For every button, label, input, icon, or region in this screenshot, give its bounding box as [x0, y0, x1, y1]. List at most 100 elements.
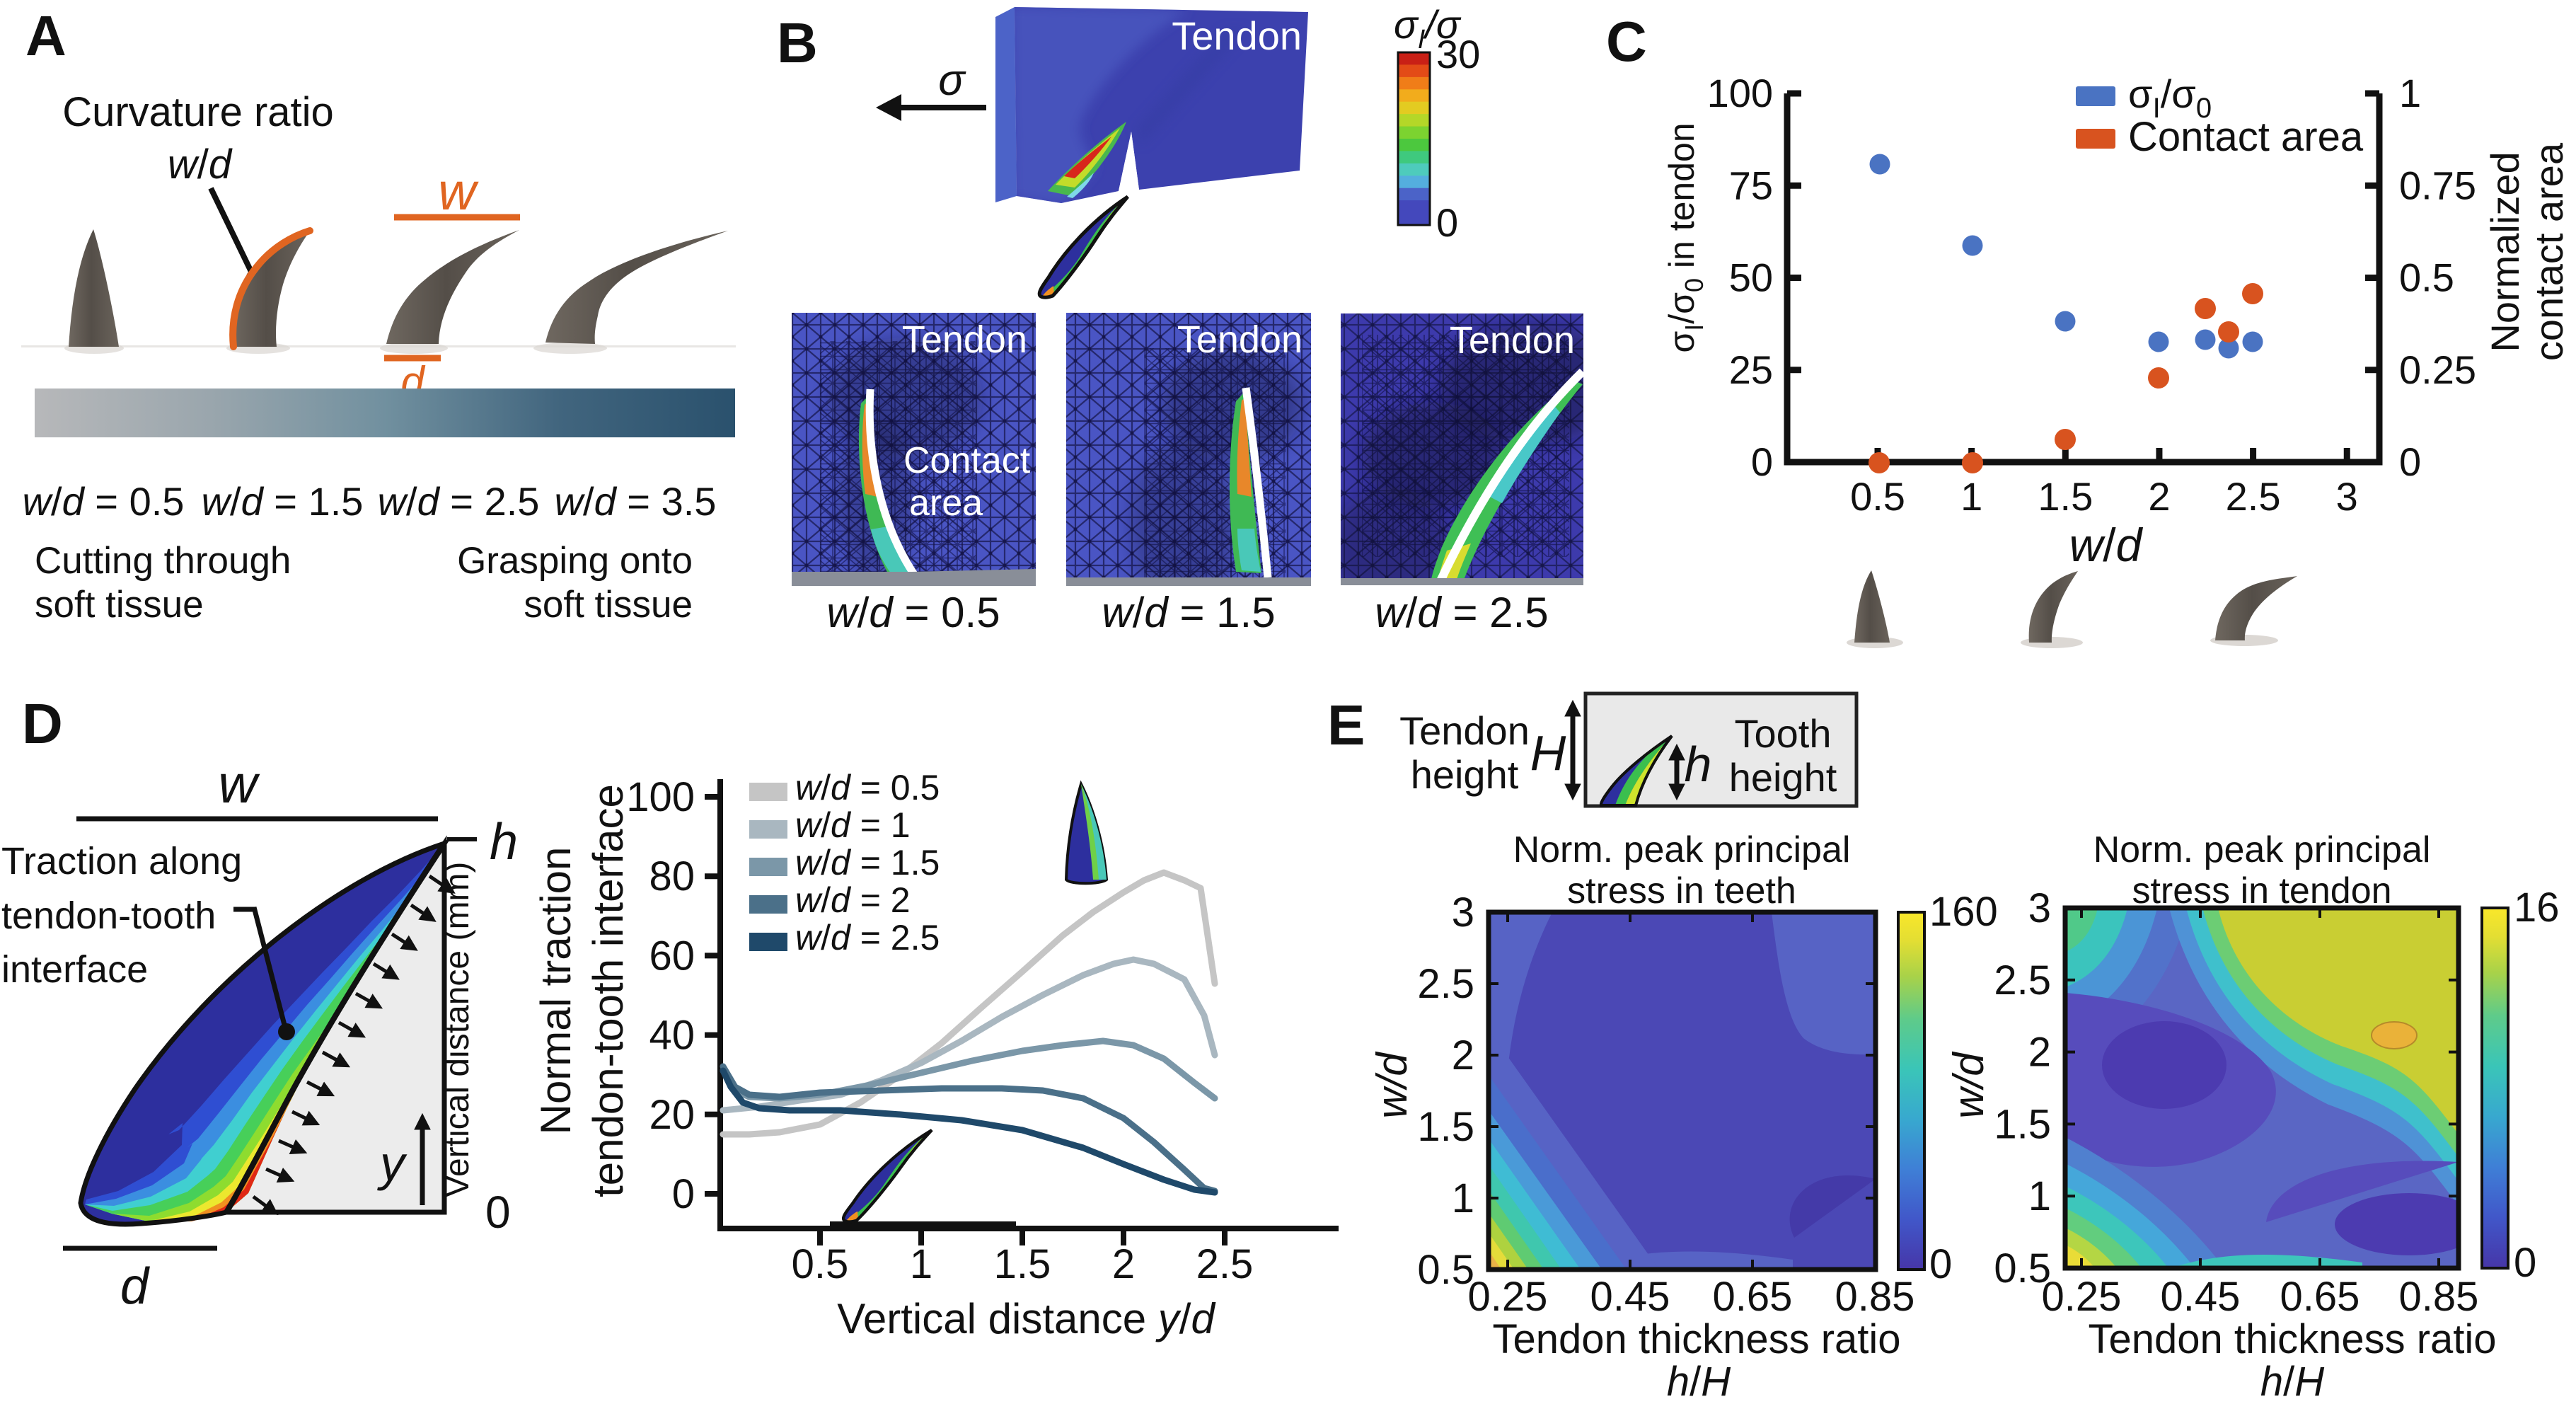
svg-text:0.5: 0.5	[2399, 255, 2454, 300]
svg-text:0.85: 0.85	[2399, 1274, 2479, 1320]
svg-text:Tendon thickness ratio: Tendon thickness ratio	[1492, 1316, 1900, 1362]
svg-text:3: 3	[2336, 474, 2358, 519]
svg-text:25: 25	[1729, 347, 1773, 392]
svg-text:100: 100	[1707, 71, 1773, 115]
svg-text:1: 1	[2028, 1173, 2051, 1219]
svg-text:2.5: 2.5	[1196, 1241, 1254, 1287]
svg-text:0: 0	[1929, 1241, 1952, 1287]
svg-text:2.5: 2.5	[2226, 474, 2281, 519]
svg-text:Norm. peak principal: Norm. peak principal	[1513, 829, 1851, 870]
svg-text:w/d: w/d	[168, 142, 233, 188]
svg-text:w/d = 0.5: w/d = 0.5	[23, 479, 185, 524]
svg-text:area: area	[909, 483, 983, 524]
svg-text:w/d = 2: w/d = 2	[795, 880, 911, 920]
svg-text:Contact area: Contact area	[2128, 114, 2364, 160]
svg-text:0: 0	[672, 1171, 695, 1217]
svg-text:75: 75	[1729, 163, 1773, 207]
svg-text:Tendon: Tendon	[902, 318, 1027, 361]
svg-text:w/d = 1.5: w/d = 1.5	[795, 843, 940, 882]
svg-text:2: 2	[2148, 474, 2170, 519]
svg-text:h: h	[490, 814, 518, 870]
svg-text:0.45: 0.45	[2161, 1274, 2241, 1320]
svg-text:0.25: 0.25	[1468, 1274, 1548, 1320]
svg-text:d: d	[120, 1258, 150, 1315]
svg-text:h/H: h/H	[2260, 1359, 2324, 1400]
svg-text:D: D	[22, 692, 63, 755]
svg-text:0: 0	[485, 1187, 511, 1238]
svg-text:σ: σ	[938, 56, 966, 105]
svg-text:0.5: 0.5	[1994, 1245, 2051, 1291]
svg-text:tendon-tooth: tendon-tooth	[1, 894, 216, 937]
svg-text:Normalized: Normalized	[2483, 151, 2527, 352]
svg-text:3: 3	[2028, 885, 2051, 931]
svg-text:tendon-tooth interface: tendon-tooth interface	[584, 784, 632, 1197]
svg-text:interface: interface	[1, 948, 148, 991]
svg-text:Curvature ratio: Curvature ratio	[62, 89, 334, 135]
svg-text:h/H: h/H	[1667, 1359, 1731, 1400]
svg-text:Tendon: Tendon	[1172, 13, 1302, 58]
svg-text:3: 3	[1452, 890, 1474, 936]
svg-text:Vertical distance y/d: Vertical distance y/d	[837, 1295, 1215, 1342]
svg-text:Normal traction: Normal traction	[532, 847, 579, 1135]
svg-text:soft tissue: soft tissue	[524, 584, 693, 626]
svg-text:w/d = 1.5: w/d = 1.5	[202, 479, 364, 524]
svg-text:E: E	[1327, 694, 1365, 756]
svg-text:w: w	[438, 162, 479, 221]
svg-text:σI/σ: σI/σ	[1394, 2, 1462, 54]
svg-text:Tendon: Tendon	[1450, 319, 1575, 362]
svg-text:100: 100	[626, 774, 695, 820]
svg-text:0.5: 0.5	[1417, 1247, 1474, 1293]
svg-text:0.85: 0.85	[1835, 1274, 1915, 1320]
svg-text:40: 40	[649, 1013, 695, 1059]
svg-text:stress in teeth: stress in teeth	[1567, 870, 1796, 911]
svg-text:Cutting through: Cutting through	[35, 540, 291, 582]
svg-text:0.5: 0.5	[792, 1241, 849, 1287]
svg-text:2: 2	[1112, 1241, 1135, 1287]
svg-text:w/d = 0.5: w/d = 0.5	[826, 589, 1000, 636]
svg-text:w: w	[219, 754, 260, 815]
svg-text:Vertical distance (mm): Vertical distance (mm)	[439, 862, 476, 1198]
svg-text:h: h	[1685, 737, 1712, 792]
svg-text:0.65: 0.65	[1713, 1274, 1793, 1320]
svg-text:0.45: 0.45	[1590, 1274, 1670, 1320]
svg-text:1.5: 1.5	[2038, 474, 2093, 519]
svg-text:soft tissue: soft tissue	[35, 584, 204, 626]
svg-text:height: height	[1729, 755, 1837, 800]
svg-text:1: 1	[1452, 1175, 1474, 1221]
svg-text:Traction along: Traction along	[1, 840, 242, 882]
svg-text:0: 0	[2514, 1240, 2536, 1286]
svg-text:160: 160	[1929, 889, 1998, 935]
svg-text:w/d: w/d	[1368, 1052, 1416, 1119]
svg-text:w/d: w/d	[1945, 1052, 1992, 1119]
svg-text:0.5: 0.5	[1850, 474, 1905, 519]
svg-text:1.5: 1.5	[1994, 1101, 2051, 1147]
svg-text:1.5: 1.5	[1417, 1104, 1474, 1150]
svg-text:1: 1	[1960, 474, 1982, 519]
svg-text:w/d = 1.5: w/d = 1.5	[1102, 589, 1275, 636]
svg-text:w/d: w/d	[2069, 519, 2144, 571]
svg-text:0.25: 0.25	[2399, 347, 2476, 392]
svg-text:2.5: 2.5	[1994, 957, 2051, 1003]
svg-text:w/d = 2.5: w/d = 2.5	[1375, 589, 1548, 636]
svg-text:Contact: Contact	[903, 440, 1031, 481]
svg-text:0.25: 0.25	[2042, 1274, 2122, 1320]
svg-text:A: A	[25, 4, 67, 67]
svg-text:Tendon: Tendon	[1399, 708, 1530, 753]
svg-text:1.5: 1.5	[994, 1241, 1051, 1287]
svg-text:2.5: 2.5	[1417, 961, 1474, 1007]
svg-text:1: 1	[2399, 71, 2421, 115]
svg-text:2: 2	[1452, 1032, 1474, 1078]
svg-text:w/d = 1: w/d = 1	[795, 805, 911, 845]
svg-text:w/d = 2.5: w/d = 2.5	[795, 918, 940, 957]
svg-text:0.65: 0.65	[2280, 1274, 2360, 1320]
svg-text:Tooth: Tooth	[1735, 711, 1832, 756]
svg-text:w/d = 2.5: w/d = 2.5	[378, 479, 540, 524]
svg-text:C: C	[1606, 10, 1647, 73]
svg-text:0.75: 0.75	[2399, 163, 2476, 207]
svg-text:30: 30	[1436, 32, 1480, 76]
svg-text:16: 16	[2514, 885, 2560, 931]
svg-text:1: 1	[910, 1241, 932, 1287]
svg-text:Tendon: Tendon	[1177, 318, 1303, 361]
svg-text:80: 80	[649, 853, 695, 899]
svg-text:0: 0	[1751, 439, 1773, 484]
